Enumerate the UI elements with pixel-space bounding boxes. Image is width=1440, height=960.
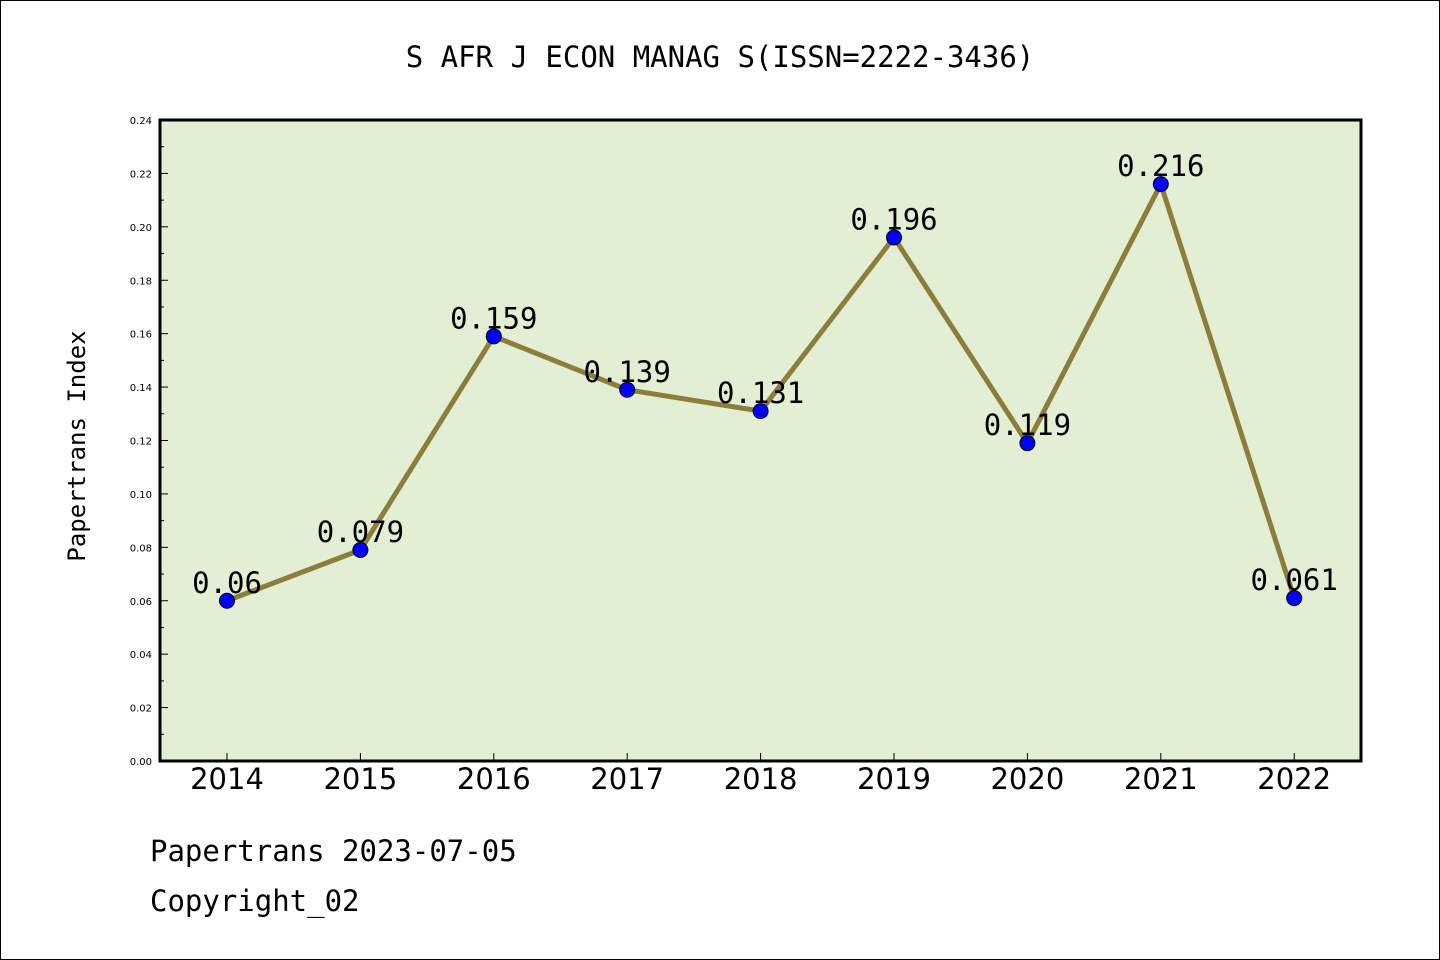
y-tick-label: 0.10	[130, 490, 152, 501]
data-labels: 0.06 0.079 0.159 0.139 0.131 0.196 0.119 0.216 0…	[192, 149, 1338, 600]
y-axis: 0.00 0.02 0.04 0.06 0.08 0.10 0.12 0.14 0.16 0.18…	[130, 116, 168, 768]
footer-copyright: Copyright_02	[150, 884, 360, 918]
data-point	[1019, 435, 1036, 452]
y-tick-label: 0.04	[130, 650, 152, 661]
data-label: 0.196	[850, 203, 937, 237]
data-point	[352, 542, 369, 559]
x-tick-label: 2019	[857, 762, 931, 796]
data-label: 0.079	[317, 515, 404, 549]
x-tick-label: 2020	[990, 762, 1064, 796]
data-point	[886, 229, 902, 246]
y-tick-label: 0.14	[130, 383, 152, 394]
x-axis: 2014 2015 2016 2017 2018 2019 2020 2021 2022	[190, 753, 1331, 796]
data-point	[619, 381, 636, 398]
data-label: 0.216	[1117, 149, 1204, 183]
x-tick-label: 2015	[323, 762, 397, 796]
x-tick-label: 2017	[590, 762, 664, 796]
data-point	[1286, 590, 1303, 607]
data-label: 0.061	[1251, 563, 1338, 597]
x-tick-label: 2021	[1124, 762, 1198, 796]
data-point	[1152, 176, 1169, 193]
y-tick-label: 0.16	[130, 330, 152, 341]
data-point	[752, 403, 769, 420]
data-point	[485, 328, 502, 345]
x-tick-label: 2016	[457, 762, 531, 796]
data-label: 0.139	[584, 355, 671, 389]
y-tick-label: 0.00	[130, 757, 152, 768]
y-tick-label: 0.06	[130, 597, 152, 608]
chart-title: S AFR J ECON MANAG S(ISSN=2222-3436)	[406, 40, 1035, 74]
y-tick-label: 0.18	[130, 276, 152, 287]
y-tick-label: 0.12	[130, 437, 152, 448]
footer-date: Papertrans 2023-07-05	[150, 834, 517, 868]
y-tick-label: 0.08	[130, 543, 152, 554]
data-label: 0.06	[192, 566, 262, 600]
data-label: 0.119	[984, 408, 1071, 442]
data-label: 0.131	[717, 376, 804, 410]
data-label: 0.159	[450, 301, 537, 335]
x-tick-label: 2014	[190, 762, 264, 796]
y-tick-label: 0.22	[130, 169, 152, 180]
data-point	[219, 592, 235, 609]
data-points	[219, 176, 1303, 609]
plot-area	[158, 118, 1363, 763]
y-tick-label: 0.24	[130, 116, 152, 127]
x-tick-label: 2022	[1257, 762, 1331, 796]
y-tick-label: 0.20	[130, 223, 152, 234]
x-tick-label: 2018	[724, 762, 798, 796]
y-tick-label: 0.02	[130, 704, 152, 715]
y-axis-label: Papertrans Index	[63, 330, 91, 561]
